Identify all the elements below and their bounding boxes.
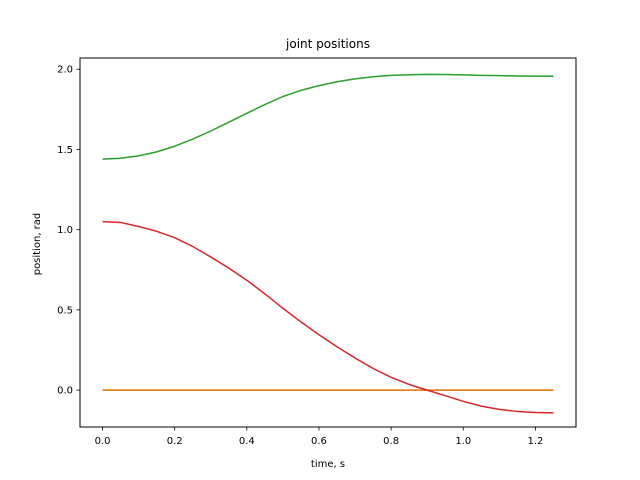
series-line-3: [102, 220, 554, 414]
y-tick-label: 0.5: [57, 305, 73, 316]
y-tick-label: 1.0: [57, 225, 73, 236]
x-tick-label: 1.0: [455, 436, 471, 447]
y-axis: 0.0 0.5 1.0 1.5 2.0: [57, 65, 80, 397]
series-line-2: [102, 73, 554, 160]
y-axis-label: position, rad: [32, 213, 43, 276]
x-axis: 0.0 0.2 0.4 0.6 0.8 1.0 1.2: [95, 427, 543, 447]
chart-title: joint positions: [285, 37, 370, 51]
x-tick-label: 0.8: [383, 436, 399, 447]
axes-frame: [79, 57, 577, 428]
y-tick-label: 0.0: [57, 386, 73, 397]
x-axis-label: time, s: [311, 459, 345, 470]
x-tick-label: 0.6: [311, 436, 327, 447]
x-tick-label: 0.0: [95, 436, 111, 447]
series-layer: [102, 73, 554, 414]
y-tick-label: 1.5: [57, 145, 73, 156]
x-tick-label: 1.2: [527, 436, 543, 447]
x-tick-label: 0.2: [167, 436, 183, 447]
x-tick-label: 0.4: [239, 436, 255, 447]
y-tick-label: 2.0: [57, 65, 73, 76]
